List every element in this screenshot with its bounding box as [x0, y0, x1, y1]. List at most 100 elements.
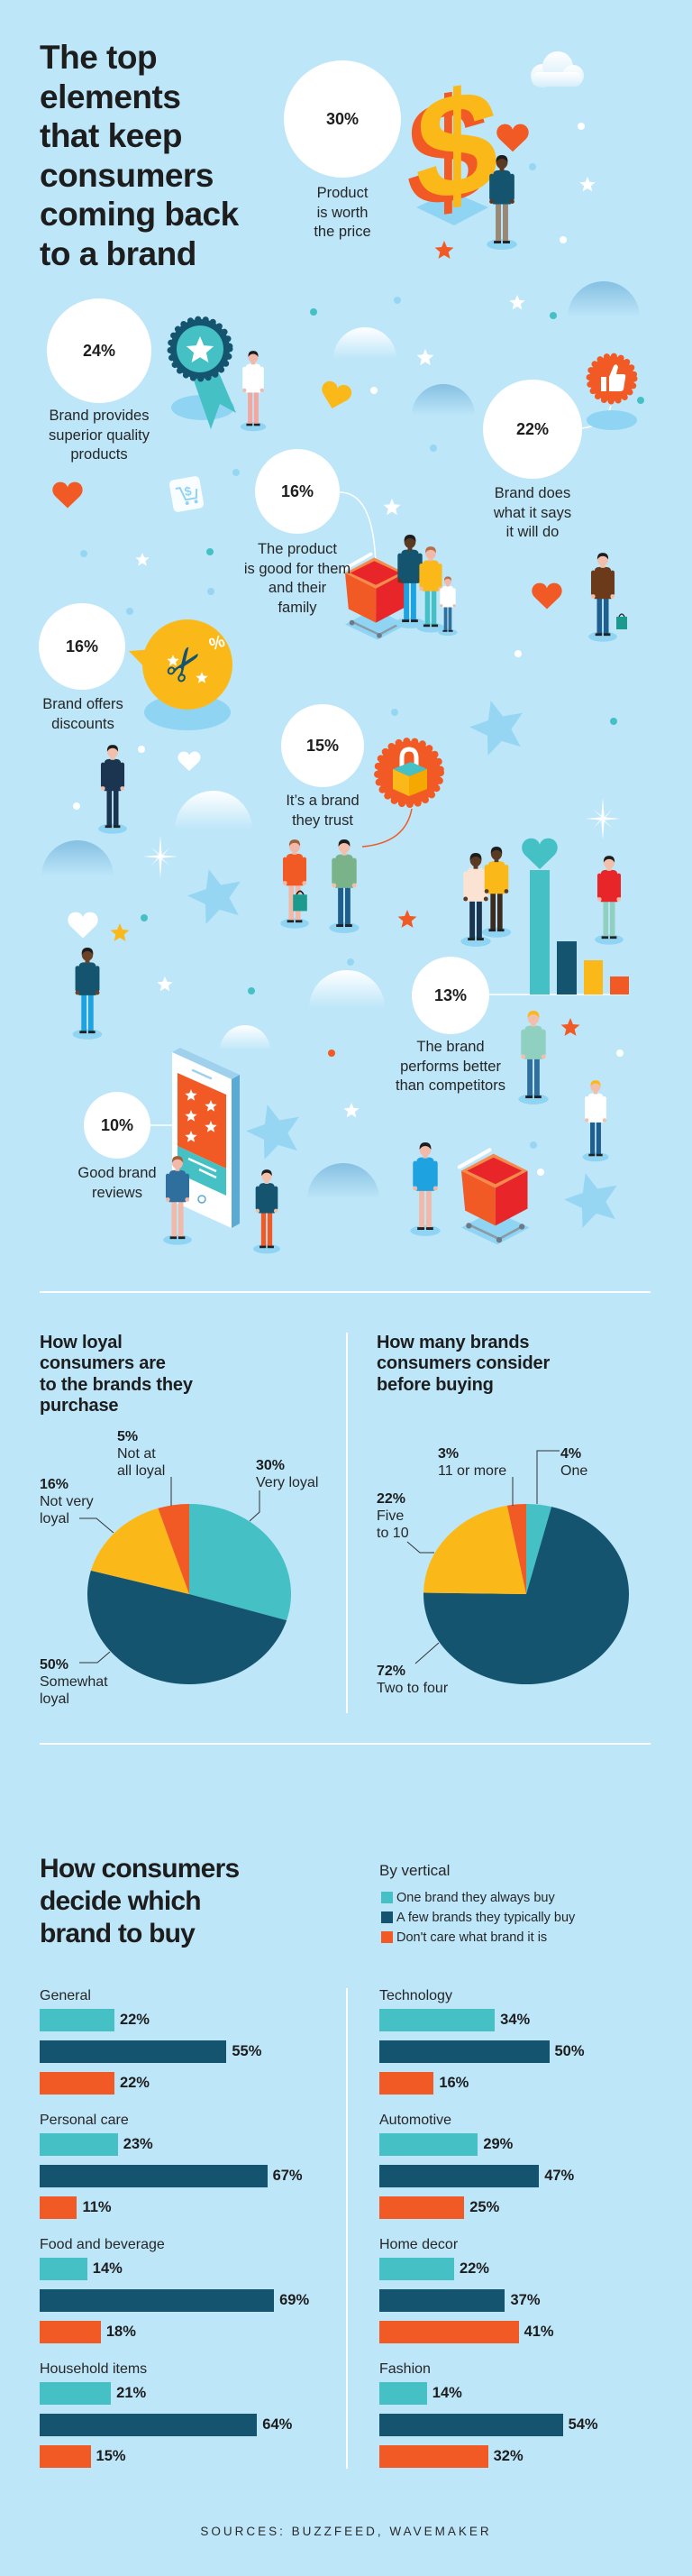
section-divider — [40, 1743, 651, 1745]
bar-value: 41% — [524, 2324, 554, 2340]
pie-slice-eleven-or-more — [506, 1504, 526, 1594]
pie-label-value: 50% — [40, 1657, 69, 1673]
bar-row-dont-care: 32% — [379, 2445, 524, 2468]
person-icon — [72, 948, 103, 1040]
pie-label-text: Very loyal — [256, 1475, 319, 1490]
column-divider — [346, 1333, 348, 1713]
pie-label-text: Not at — [117, 1446, 156, 1462]
factor-percent-trust: 15% — [281, 704, 364, 787]
shopping-bag-icon — [292, 890, 308, 912]
bar-row-dont-care: 41% — [379, 2321, 554, 2343]
pie-label-very-loyal: 30% Very loyal — [256, 1457, 318, 1491]
bar-row-dont-care: 22% — [40, 2072, 150, 2095]
dot-decorations — [73, 123, 644, 1176]
bar-value: 11% — [82, 2199, 112, 2215]
group-label: Household items — [40, 2361, 148, 2377]
caption-line: superior quality — [49, 426, 150, 444]
pie-label-text: loyal — [40, 1511, 69, 1526]
legend-label: Don't care what brand it is — [396, 1930, 548, 1945]
title-line: to the brands they — [40, 1374, 193, 1395]
bar-value: 18% — [105, 2324, 136, 2340]
bar-one-brand — [40, 2133, 118, 2156]
pie-label-value: 16% — [40, 1477, 69, 1492]
bar-one-brand — [379, 2009, 496, 2031]
legend-item-few-brands: A few brands they typically buy — [381, 1910, 575, 1925]
title-line: purchase — [40, 1395, 119, 1416]
title-line: consumers — [40, 156, 214, 194]
column-divider — [346, 1988, 348, 2469]
bar-row-one-brand: 29% — [379, 2133, 513, 2156]
factor-percent-discounts: 16% — [39, 603, 125, 690]
pie-slice-somewhat-loyal — [86, 1570, 287, 1685]
group-label: Technology — [379, 1988, 452, 2003]
bar-value: 50% — [554, 2043, 585, 2059]
person-icon — [240, 351, 267, 432]
bar-dont-care — [379, 2196, 465, 2219]
bar-value: 47% — [544, 2168, 575, 2184]
title-line: decide which — [40, 1886, 202, 1916]
bar-value: 25% — [469, 2199, 500, 2215]
pie-label-not-at-all-loyal: 5% Not at all loyal — [117, 1428, 165, 1480]
pie-slice-very-loyal — [189, 1504, 291, 1621]
pie-label-text: all loyal — [117, 1463, 166, 1479]
bar-value: 55% — [232, 2043, 262, 2059]
caption-line: The product — [257, 541, 338, 557]
bar-value: 23% — [123, 2136, 153, 2152]
person-icon — [253, 1169, 280, 1254]
caption-line: Brand does — [494, 485, 571, 501]
bar-few-brands — [379, 2289, 505, 2312]
bar-one-brand — [379, 2382, 427, 2405]
factor-caption-worth-the-price: Product is worth the price — [243, 184, 442, 243]
bar-row-one-brand: 22% — [40, 2009, 150, 2031]
person-icon — [416, 546, 445, 633]
pie-label-one: 4% One — [560, 1445, 587, 1480]
caption-line: what it says — [493, 504, 572, 521]
bar-row-dont-care: 25% — [379, 2196, 499, 2219]
legend-swatch-orange — [381, 1931, 393, 1943]
bar-value: 34% — [500, 2012, 531, 2028]
bar-dont-care — [379, 2445, 488, 2468]
bar-row-few-brands: 47% — [379, 2165, 574, 2187]
group-label: General — [40, 1988, 91, 2003]
caption-line: is good for them — [243, 560, 351, 577]
pie-slice-not-at-all-loyal — [158, 1504, 189, 1594]
caption-line: The brand — [416, 1039, 485, 1055]
group-label: Personal care — [40, 2113, 129, 2128]
pie-label-eleven-or-more: 3% 11 or more — [438, 1445, 506, 1480]
legend-title: By vertical — [379, 1862, 451, 1879]
pie-label-value: 72% — [377, 1664, 406, 1679]
pie-slice-five-to-10 — [423, 1505, 526, 1594]
shopping-cart-tile-icon: $ — [168, 476, 205, 512]
bar-dont-care — [40, 2445, 91, 2468]
bar-chart-heart-icon — [522, 838, 629, 995]
factor-percent-superior-quality: 24% — [47, 298, 151, 403]
title-line: coming back — [40, 196, 239, 233]
bar-row-few-brands: 50% — [379, 2040, 585, 2063]
title-line: consumers are — [40, 1353, 166, 1374]
bar-one-brand — [40, 2009, 114, 2031]
factor-caption-performs-better: The brand performs better than competito… — [351, 1038, 550, 1096]
loyalty-pie-chart — [86, 1504, 291, 1685]
bar-group-automotive: Automotive 29% 47% 25% — [379, 2113, 686, 2221]
pie-label-text: to 10 — [377, 1526, 409, 1541]
factor-percent-worth-the-price: 30% — [284, 60, 401, 178]
person-icon — [582, 1080, 609, 1162]
title-line: to a brand — [40, 234, 196, 272]
bar-value: 32% — [493, 2448, 524, 2464]
bar-value: 14% — [92, 2260, 123, 2277]
bar-row-few-brands: 37% — [379, 2289, 541, 2312]
caption-line: and their — [268, 580, 327, 596]
factor-caption-good-reviews: Good brand reviews — [18, 1164, 216, 1203]
title-line: How loyal — [40, 1333, 123, 1352]
caption-line: they trust — [292, 811, 353, 829]
loyalty-chart-title: How loyal consumers are to the brands th… — [40, 1333, 193, 1416]
pie-label-text: One — [560, 1463, 588, 1479]
bar-row-dont-care: 11% — [40, 2196, 112, 2219]
factor-caption-good-for-family: The product is good for them and their f… — [198, 540, 396, 618]
cloud-icon — [531, 51, 584, 87]
bar-dont-care — [379, 2072, 434, 2095]
bar-dont-care — [40, 2072, 114, 2095]
person-icon — [395, 535, 425, 628]
bar-row-dont-care: 15% — [40, 2445, 126, 2468]
bar-dont-care — [40, 2321, 101, 2343]
